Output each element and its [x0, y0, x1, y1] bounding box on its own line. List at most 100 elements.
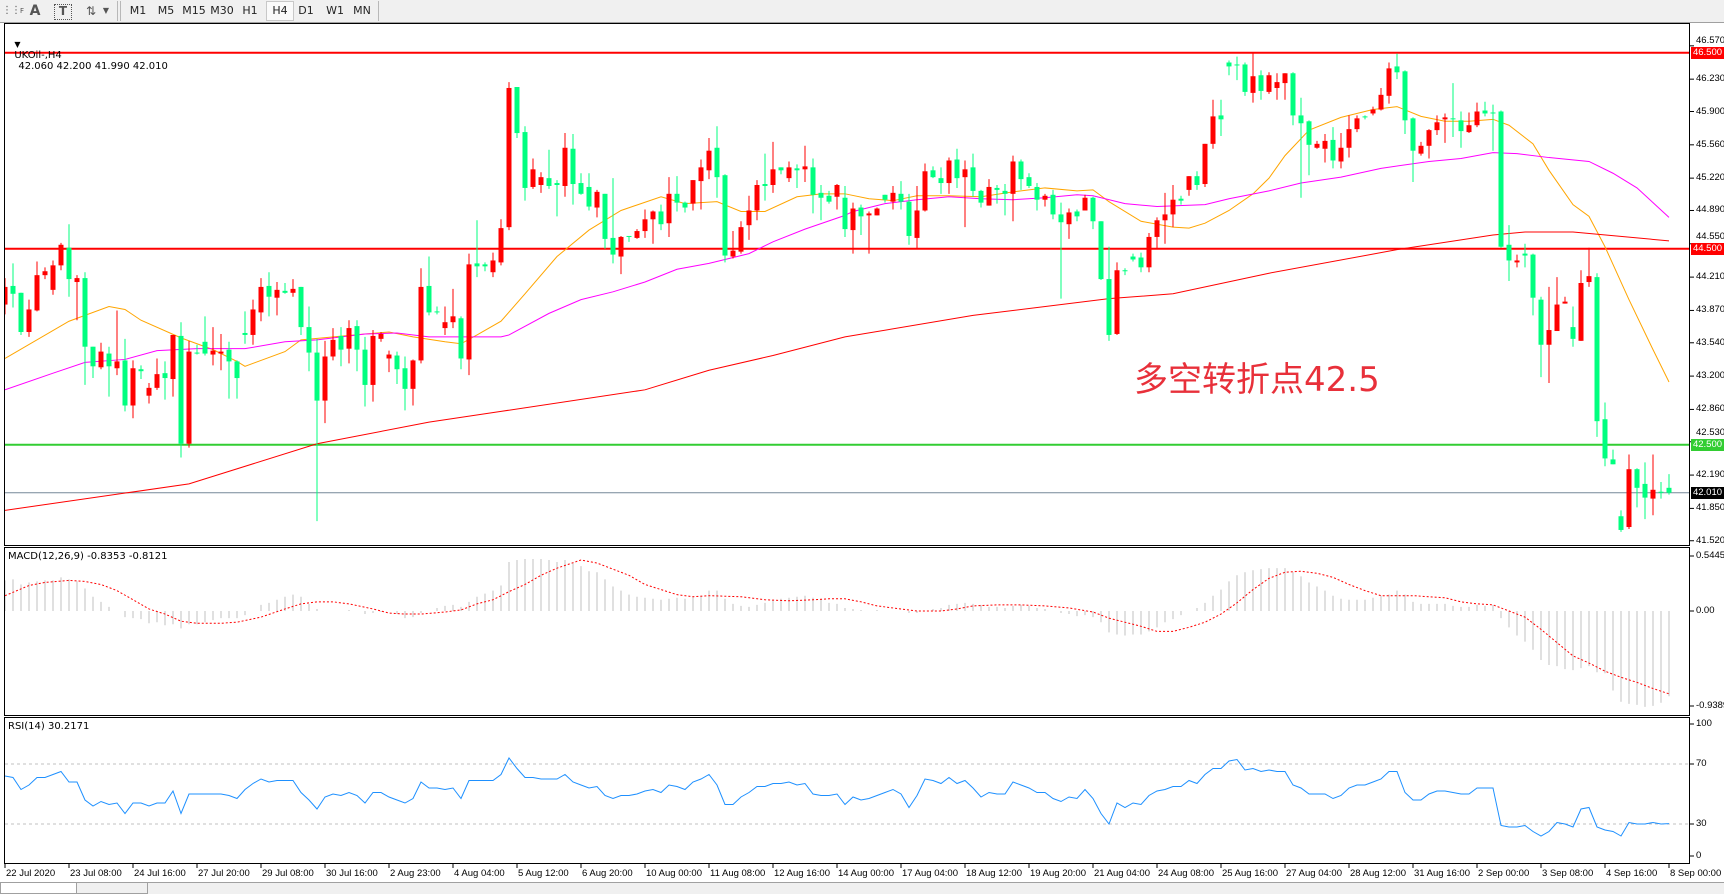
time-axis-label: 4 Aug 04:00 [454, 868, 505, 879]
candle [1474, 102, 1480, 128]
candle [882, 194, 888, 203]
candle [242, 311, 248, 344]
candle [514, 87, 520, 138]
chart-tab[interactable] [76, 883, 148, 894]
candle [378, 332, 384, 342]
candle [346, 320, 352, 364]
price-plot [5, 51, 1689, 532]
candle [594, 189, 600, 218]
candle-body [666, 193, 672, 224]
candle [42, 267, 48, 280]
candle [1290, 72, 1296, 126]
candle-body [50, 265, 56, 290]
candle [778, 167, 784, 175]
timeframe-h4-button[interactable]: H4 [266, 1, 294, 21]
candle-body [962, 169, 968, 178]
text-icon[interactable]: A [29, 3, 41, 19]
candle [402, 356, 408, 411]
collapse-triangle-icon[interactable]: ▼ [14, 40, 21, 49]
candle [506, 82, 512, 231]
candle [1018, 159, 1024, 190]
candle [1178, 195, 1184, 205]
candle [746, 195, 752, 240]
candle-body [1610, 459, 1616, 465]
chart-tab[interactable] [0, 883, 77, 894]
timeframe-h1-button[interactable]: H1 [242, 4, 258, 17]
candle [890, 185, 896, 210]
time-axis-label: 5 Aug 12:00 [518, 868, 569, 879]
candle [122, 338, 128, 412]
candle [706, 137, 712, 180]
time-axis-label: 30 Jul 16:00 [326, 868, 378, 879]
time-axis-label: 2 Sep 00:00 [1478, 868, 1530, 879]
time-axis-label: 28 Aug 12:00 [1350, 868, 1406, 879]
timeframe-m30-button[interactable]: M30 [210, 4, 234, 17]
candle [426, 256, 432, 316]
candle [938, 167, 944, 194]
candle [74, 275, 80, 321]
candle [818, 185, 824, 221]
annotation-text[interactable]: 多空转折点42.5 [1134, 360, 1380, 400]
timeframe-m5-button[interactable]: M5 [157, 4, 175, 17]
timeframe-d1-button[interactable]: D1 [298, 4, 314, 17]
candle-body [474, 263, 480, 267]
text-label-icon[interactable]: T [54, 4, 72, 20]
candle-body [90, 346, 96, 367]
candle [338, 327, 344, 367]
candle-body [1162, 214, 1168, 221]
rsi-title: RSI(14) 30.2171 [8, 721, 90, 732]
candle [954, 148, 960, 188]
candle-body [778, 167, 784, 171]
timeframe-mn-button[interactable]: MN [353, 4, 371, 17]
candle [490, 252, 496, 278]
macd-panel[interactable] [4, 547, 1690, 716]
candle [1186, 176, 1192, 196]
candle-body [1562, 301, 1568, 304]
time-axis-label: 23 Jul 08:00 [70, 868, 122, 879]
candle-body [1578, 283, 1584, 341]
candle [1066, 208, 1072, 239]
candle [234, 360, 240, 399]
candle [1538, 296, 1544, 378]
candle-body [82, 278, 88, 347]
candle-body [306, 327, 312, 353]
candle-body [834, 185, 840, 197]
candle-body [994, 187, 1000, 190]
time-axis-label: 2 Aug 23:00 [390, 868, 441, 879]
candle [1514, 254, 1520, 268]
candle-body [1554, 304, 1560, 332]
candle [618, 235, 624, 275]
macd-axis-label: 0.5445 [1696, 550, 1724, 561]
chart-title: ▼ UKOil-,H4 42.060 42.200 41.990 42.010 [8, 28, 168, 72]
toolbar: ⋮⋮F A T ⇅ ▼ M1 M5 M15 M30 H1 H4 D1 W1 MN [0, 0, 1724, 23]
candle-body [986, 186, 992, 206]
candle [986, 179, 992, 206]
candle [458, 316, 464, 370]
candle-body [1666, 487, 1672, 493]
arrows-icon[interactable]: ⇅ [85, 4, 97, 18]
dropdown-arrow-icon[interactable]: ▼ [102, 6, 110, 15]
time-axis-label: 19 Aug 20:00 [1030, 868, 1086, 879]
main-chart-panel[interactable] [4, 23, 1690, 546]
grid-properties-icon[interactable]: ⋮⋮F [2, 5, 24, 16]
candle-body [1106, 279, 1112, 335]
candle-body [178, 335, 184, 444]
rsi-axis-label: 100 [1696, 718, 1712, 729]
candle [1530, 253, 1536, 316]
candle [106, 346, 112, 397]
price-axis-label: 43.870 [1696, 304, 1724, 316]
candle-body [1034, 186, 1040, 200]
candle [1274, 73, 1280, 100]
candle-body [1498, 111, 1504, 247]
timeframe-m15-button[interactable]: M15 [182, 4, 206, 17]
candle-body [610, 237, 616, 255]
candle-body [1378, 94, 1384, 110]
timeframe-w1-button[interactable]: W1 [326, 4, 344, 17]
timeframe-m1-button[interactable]: M1 [129, 4, 147, 17]
candle-body [1362, 116, 1368, 118]
candle [1458, 111, 1464, 148]
rsi-panel[interactable] [4, 717, 1690, 864]
candle [922, 163, 928, 212]
macd-signal-line [5, 559, 1670, 695]
